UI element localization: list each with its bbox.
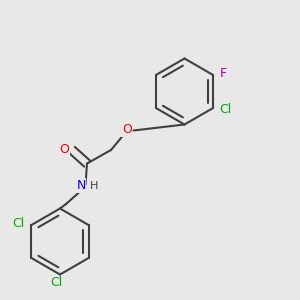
Text: Cl: Cl [219, 103, 231, 116]
Text: F: F [220, 67, 227, 80]
Text: O: O [60, 142, 69, 156]
Text: O: O [122, 123, 132, 136]
Text: H: H [90, 181, 98, 191]
Text: Cl: Cl [13, 217, 25, 230]
Text: N: N [76, 179, 86, 192]
Text: Cl: Cl [50, 276, 62, 290]
